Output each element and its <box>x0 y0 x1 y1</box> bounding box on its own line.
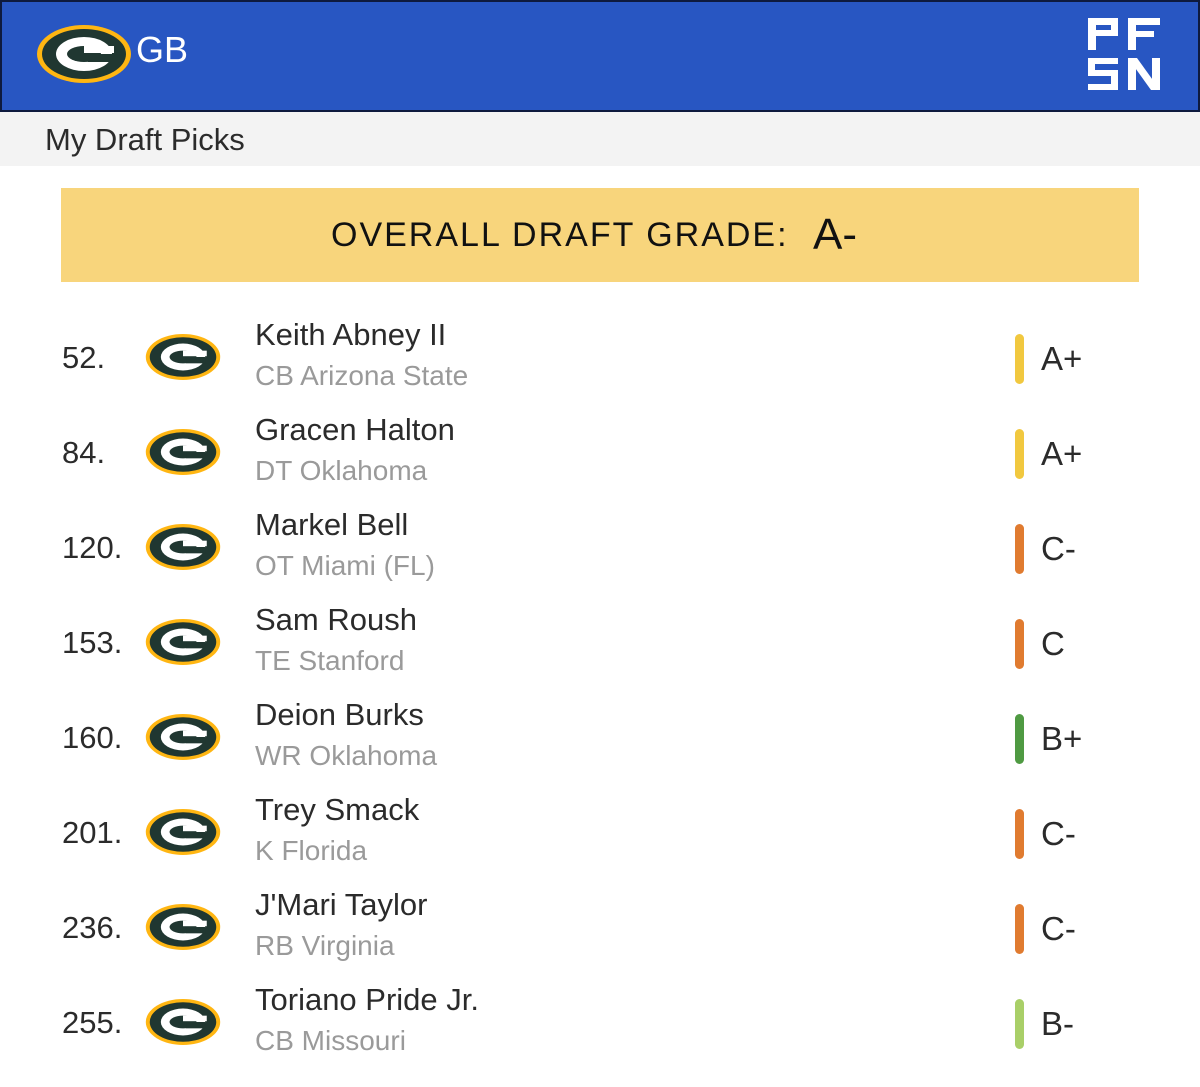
player-position-school: RB Virginia <box>255 930 395 961</box>
packers-g-logo-icon <box>145 999 221 1045</box>
pick-grade: C- <box>1041 815 1076 852</box>
pick-number: 84. <box>62 435 106 470</box>
packers-g-logo-icon <box>145 334 221 380</box>
player-name: Sam Roush <box>255 602 417 637</box>
player-name: J'Mari Taylor <box>255 887 428 922</box>
pick-grade: A+ <box>1041 435 1083 472</box>
packers-g-logo-icon <box>145 524 221 570</box>
packers-g-logo-icon <box>145 904 221 950</box>
pick-number: 255. <box>62 1005 123 1040</box>
pick-row[interactable]: 84. Gracen Halton DT Oklahoma A+ <box>0 405 1200 500</box>
pick-grade: C- <box>1041 530 1076 567</box>
player-name: Trey Smack <box>255 792 420 827</box>
pick-grade: B+ <box>1041 720 1083 757</box>
pick-row[interactable]: 255. Toriano Pride Jr. CB Missouri B- <box>0 975 1200 1070</box>
page-title: My Draft Picks <box>45 122 245 157</box>
grade-color-bar <box>1015 334 1024 384</box>
grade-color-bar <box>1015 809 1024 859</box>
packers-g-logo-icon <box>145 429 221 475</box>
packers-g-logo-icon <box>145 619 221 665</box>
pfsn-logo-icon <box>1088 18 1160 90</box>
pick-row[interactable]: 52. Keith Abney II CB Arizona State A+ <box>0 310 1200 405</box>
overall-grade-label: OVERALL DRAFT GRADE: <box>331 216 789 254</box>
player-position-school: CB Arizona State <box>255 360 469 391</box>
overall-grade-banner: OVERALL DRAFT GRADE: A- <box>61 188 1139 282</box>
player-position-school: DT Oklahoma <box>255 455 428 486</box>
overall-grade-value: A- <box>813 210 857 259</box>
pick-row[interactable]: 236. J'Mari Taylor RB Virginia C- <box>0 880 1200 975</box>
pick-grade: C- <box>1041 910 1076 947</box>
pick-grade: A+ <box>1041 340 1083 377</box>
grade-color-bar <box>1015 429 1024 479</box>
pick-number: 201. <box>62 815 123 850</box>
pick-number: 160. <box>62 720 123 755</box>
packers-g-logo-icon <box>145 809 221 855</box>
player-name: Deion Burks <box>255 697 424 732</box>
grade-color-bar <box>1015 904 1024 954</box>
pick-number: 52. <box>62 340 106 375</box>
grade-color-bar <box>1015 714 1024 764</box>
player-name: Markel Bell <box>255 507 409 542</box>
grade-color-bar <box>1015 999 1024 1049</box>
pick-row[interactable]: 201. Trey Smack K Florida C- <box>0 785 1200 880</box>
pick-grade: C <box>1041 625 1065 662</box>
pick-row[interactable]: 160. Deion Burks WR Oklahoma B+ <box>0 690 1200 785</box>
player-name: Gracen Halton <box>255 412 455 447</box>
player-name: Toriano Pride Jr. <box>255 982 479 1017</box>
pick-number: 236. <box>62 910 123 945</box>
grade-color-bar <box>1015 619 1024 669</box>
packers-g-logo-icon <box>145 714 221 760</box>
player-position-school: OT Miami (FL) <box>255 550 435 581</box>
app-header: GB <box>0 0 1200 112</box>
team-abbreviation: GB <box>136 29 189 70</box>
grade-color-bar <box>1015 524 1024 574</box>
player-position-school: WR Oklahoma <box>255 740 438 771</box>
player-position-school: CB Missouri <box>255 1025 406 1056</box>
packers-g-logo-icon <box>37 25 131 83</box>
player-name: Keith Abney II <box>255 317 447 352</box>
pick-row[interactable]: 120. Markel Bell OT Miami (FL) C- <box>0 500 1200 595</box>
player-position-school: K Florida <box>255 835 368 866</box>
pick-number: 153. <box>62 625 123 660</box>
player-position-school: TE Stanford <box>255 645 405 676</box>
subheader: My Draft Picks <box>0 112 1200 166</box>
pick-number: 120. <box>62 530 123 565</box>
pick-row[interactable]: 153. Sam Roush TE Stanford C <box>0 595 1200 690</box>
pick-grade: B- <box>1041 1005 1074 1042</box>
